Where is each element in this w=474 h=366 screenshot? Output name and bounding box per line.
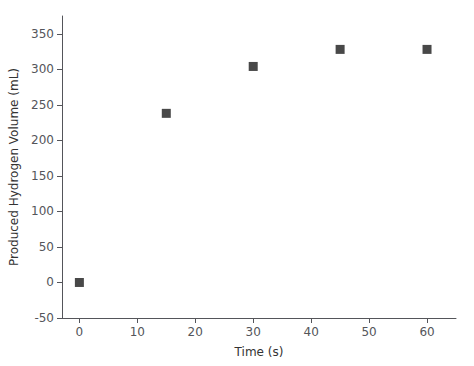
svg-text:Time (s): Time (s) (234, 345, 284, 359)
svg-text:50: 50 (361, 325, 376, 339)
svg-text:300: 300 (31, 62, 54, 76)
svg-text:60: 60 (419, 325, 434, 339)
svg-text:50: 50 (39, 240, 54, 254)
svg-text:10: 10 (130, 325, 145, 339)
svg-text:100: 100 (31, 204, 54, 218)
svg-text:200: 200 (31, 133, 54, 147)
svg-text:-50: -50 (34, 311, 54, 325)
svg-text:150: 150 (31, 169, 54, 183)
svg-text:0: 0 (76, 325, 84, 339)
svg-text:350: 350 (31, 27, 54, 41)
svg-text:Produced Hydrogen Volume (mL): Produced Hydrogen Volume (mL) (7, 68, 21, 266)
svg-text:0: 0 (46, 275, 54, 289)
svg-text:30: 30 (246, 325, 261, 339)
svg-text:40: 40 (304, 325, 319, 339)
svg-text:250: 250 (31, 98, 54, 112)
svg-text:20: 20 (188, 325, 203, 339)
